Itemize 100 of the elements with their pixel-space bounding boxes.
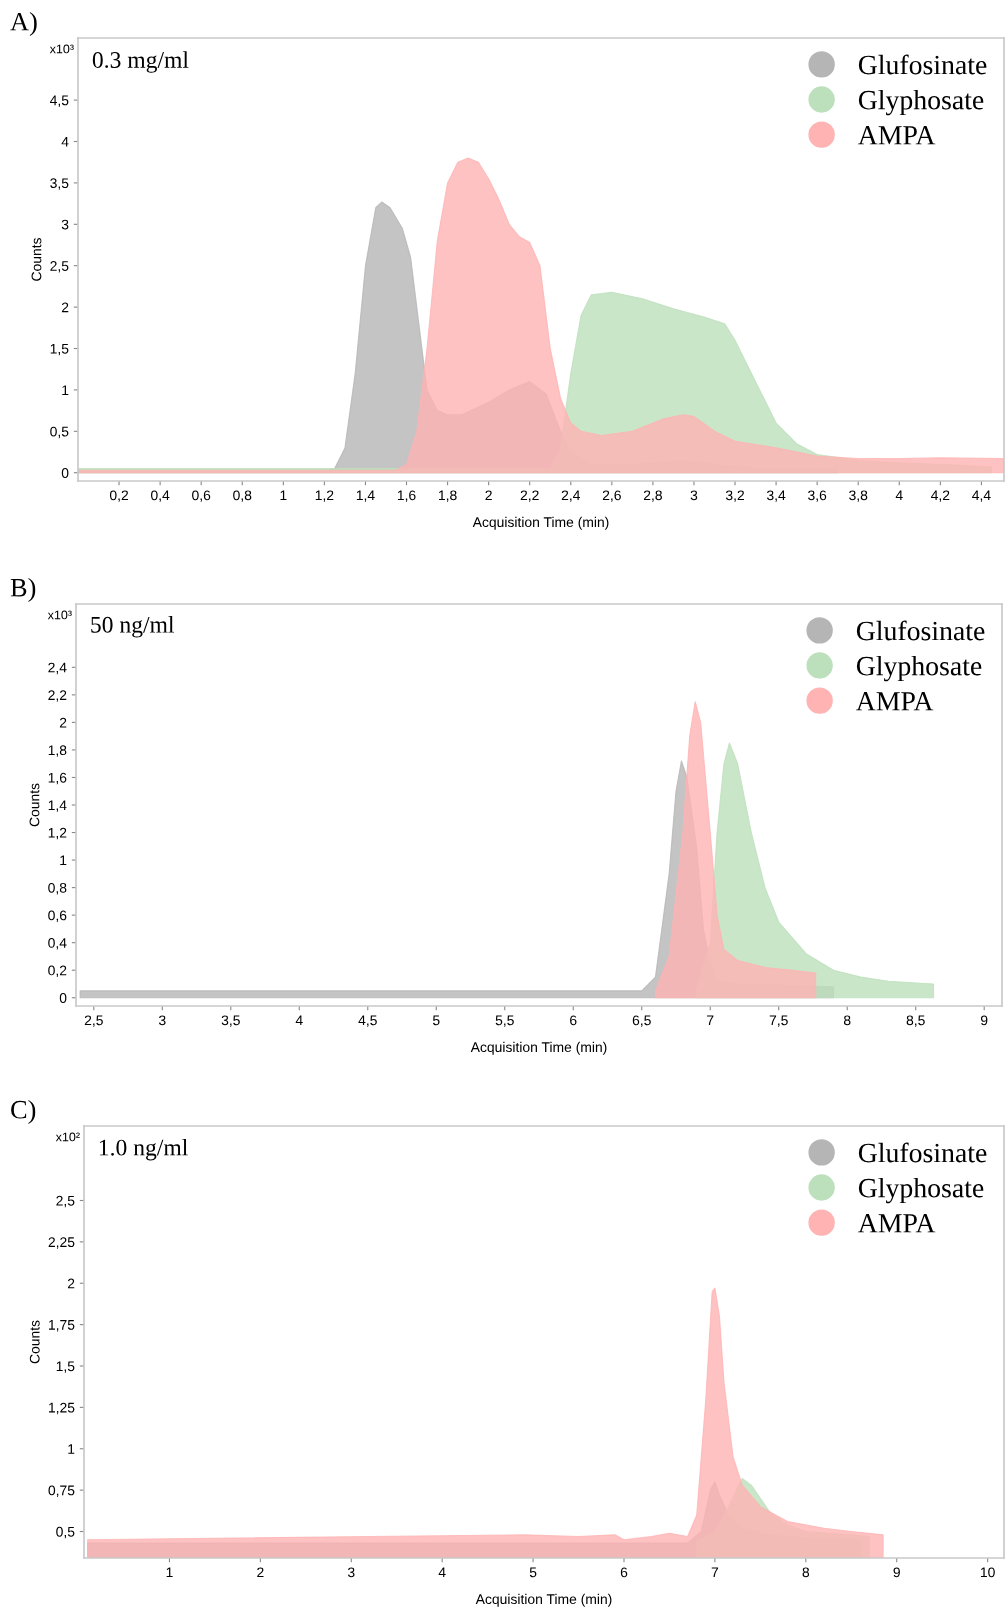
y-tick-label: 2 [61, 302, 69, 313]
x-tick-label: 3,8 [849, 490, 868, 502]
y-tick-label: 1,8 [48, 745, 67, 757]
annotation: 0.3 mg/ml [92, 51, 189, 73]
y-tick-label: 0,2 [48, 965, 67, 978]
x-tick-label: 1 [166, 1567, 173, 1578]
legend-label: AMPA [858, 1214, 936, 1233]
x-axis-title: Acquisition Time (min) [472, 516, 609, 530]
y-tick-label: 0,5 [50, 426, 69, 439]
x-tick-label: 0,6 [192, 490, 211, 502]
legend-label: Glufosinate [856, 620, 985, 641]
x-tick-label: 1,4 [356, 490, 375, 502]
y-axis-title: Counts [29, 1320, 40, 1364]
y-tick-label: 1,25 [49, 1402, 75, 1415]
x-tick-label: 1 [280, 490, 287, 501]
x-tick-label: 3,6 [808, 490, 827, 502]
x-tick-label: 3,4 [766, 490, 786, 502]
x-tick-label: 0,8 [233, 490, 252, 502]
y-tick-label: 0 [59, 993, 67, 1003]
x-tick-label: 5 [529, 1567, 537, 1578]
annotation: 1.0 ng/ml [99, 1138, 188, 1161]
legend-label: Glufosinate [858, 1142, 987, 1163]
x-tick-label: 7 [707, 1015, 714, 1026]
text: B) [10, 578, 36, 602]
x-tick-label: 8 [843, 1015, 851, 1026]
y-axis-title: Counts [29, 783, 40, 827]
x-tick-label: 4,5 [358, 1015, 377, 1027]
y-tick-label: 2,2 [48, 690, 67, 702]
legend-label: Glyphosate [856, 655, 982, 682]
x-tick-label: 6 [570, 1015, 577, 1026]
x-tick-label: 4,4 [972, 490, 991, 502]
y-tick-label: 4,5 [49, 95, 69, 107]
y-tick-label: 0,6 [48, 910, 67, 922]
text: x10³ [47, 610, 72, 620]
x-tick-label: 8,5 [906, 1015, 925, 1027]
x-tick-label: 4 [438, 1567, 446, 1578]
x-tick-label: 2 [257, 1567, 264, 1578]
text: x10³ [49, 44, 74, 54]
x-tick-label: 3,2 [725, 490, 744, 502]
y-tick-label: 1,75 [49, 1320, 75, 1332]
x-tick-label: 2,8 [643, 490, 662, 502]
x-axis-title: Acquisition Time (min) [475, 1593, 612, 1607]
x-tick-label: 3 [158, 1015, 166, 1026]
x-tick-label: 3 [347, 1567, 355, 1578]
x-tick-label: 2,6 [602, 490, 621, 502]
y-tick-label: 1,6 [48, 772, 67, 785]
y-tick-label: 2,5 [56, 1195, 75, 1208]
y-tick-label: 1 [62, 385, 69, 395]
x-tick-label: 6,5 [632, 1015, 651, 1027]
y-tick-label: 1,5 [50, 343, 69, 356]
legend-label: Glufosinate [858, 54, 987, 75]
text: A) [10, 12, 37, 36]
x-tick-label: 1,2 [315, 490, 334, 502]
y-tick-label: 0,8 [48, 882, 67, 895]
x-tick-label: 2,2 [520, 490, 539, 502]
x-tick-label: 7 [711, 1567, 719, 1578]
x-tick-label: 3 [690, 490, 698, 501]
x-tick-label: 2,4 [561, 490, 581, 502]
x-tick-label: 5 [432, 1015, 440, 1026]
x-tick-label: 9 [893, 1567, 900, 1578]
x-tick-label: 4 [895, 490, 903, 501]
x-tick-label: 0,2 [109, 490, 129, 502]
y-tick-label: 1,5 [56, 1361, 75, 1373]
y-tick-label: 4 [61, 136, 69, 147]
y-tick-label: 2,5 [50, 261, 69, 273]
y-tick-label: 0,4 [48, 938, 67, 950]
x-tick-label: 9 [980, 1015, 988, 1026]
x-tick-label: 8 [802, 1567, 810, 1578]
x-tick-label: 2 [485, 490, 492, 501]
text: x10² [55, 1132, 80, 1142]
y-tick-label: 2,4 [48, 662, 67, 675]
legend-label: AMPA [856, 692, 934, 711]
annotation: 50 ng/ml [91, 616, 175, 638]
x-tick-label: 1,6 [397, 490, 416, 502]
legend-label: AMPA [858, 126, 936, 145]
y-tick-label: 2,25 [48, 1237, 75, 1249]
y-tick-label: 1 [68, 1444, 75, 1454]
y-tick-label: 2 [67, 1278, 75, 1289]
y-tick-label: 1 [60, 855, 67, 866]
y-tick-label: 0,75 [48, 1485, 75, 1497]
x-tick-label: 5,5 [495, 1015, 514, 1027]
y-tick-label: 1,4 [48, 800, 67, 812]
x-tick-label: 7,5 [769, 1015, 788, 1027]
y-tick-label: 1,2 [48, 827, 67, 840]
x-tick-label: 2,5 [84, 1015, 103, 1027]
legend-label: Glyphosate [858, 89, 984, 116]
y-axis-title: Counts [31, 238, 42, 281]
x-tick-label: 6 [620, 1567, 628, 1578]
x-tick-label: 4,2 [931, 490, 950, 502]
y-tick-label: 0,5 [56, 1526, 75, 1539]
y-tick-label: 3,5 [50, 178, 69, 190]
x-tick-label: 10 [980, 1567, 995, 1578]
x-axis-title: Acquisition Time (min) [470, 1041, 607, 1055]
y-tick-label: 0 [61, 468, 69, 478]
x-tick-label: 1,8 [438, 490, 457, 502]
legend-label: Glyphosate [858, 1177, 984, 1204]
y-tick-label: 3 [61, 219, 69, 230]
text: C) [11, 1100, 36, 1124]
y-tick-label: 2 [59, 717, 67, 728]
x-tick-label: 3,5 [221, 1015, 240, 1027]
